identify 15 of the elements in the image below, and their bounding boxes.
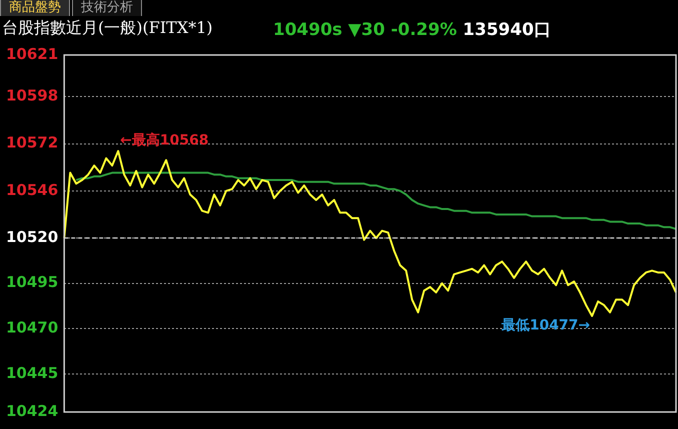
chart-subtitle: 10490s ▼30 -0.29% 135940口 <box>273 20 551 40</box>
y-tick-label: 10520 <box>6 228 58 246</box>
text: 技術分析 <box>72 0 142 16</box>
chart-title: 台股指數近月(一般)(FITX*1) <box>2 18 213 39</box>
y-tick-label: 10424 <box>6 402 58 420</box>
y-tick-label: 10470 <box>6 318 58 337</box>
y-tick-label: 10621 <box>6 44 58 63</box>
annotation: 最低10477→ <box>500 318 590 334</box>
y-tick-label: 10495 <box>6 273 58 292</box>
y-tick-label: 10445 <box>6 364 58 382</box>
annotation: ←最高10568 <box>120 132 209 149</box>
y-tick-label: 10572 <box>6 134 58 152</box>
text: 商品盤勢 <box>0 0 70 16</box>
y-tick-label: 10598 <box>6 86 58 105</box>
y-tick-label: 10546 <box>6 180 58 199</box>
